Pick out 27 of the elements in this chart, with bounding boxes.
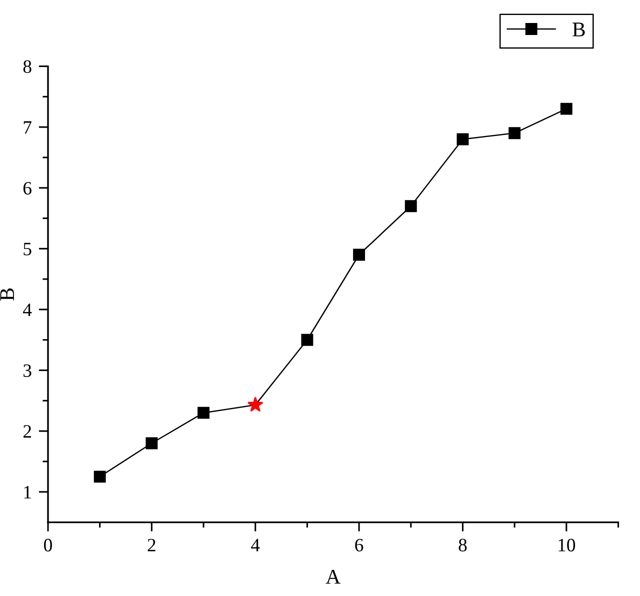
point bbox=[198, 406, 210, 419]
x-tick-label: 10 bbox=[558, 538, 576, 552]
y-tick-label: 6 bbox=[23, 182, 32, 195]
y-tick-label: 2 bbox=[23, 425, 31, 438]
x-tick-label: 8 bbox=[458, 538, 467, 552]
x-tick-label: 6 bbox=[355, 538, 364, 552]
x-axis-title: A bbox=[326, 570, 340, 584]
x-tick-label: 4 bbox=[251, 538, 260, 552]
y-tick-label: 1 bbox=[24, 486, 31, 498]
y-tick-label: 3 bbox=[24, 364, 32, 377]
point bbox=[560, 102, 572, 115]
point bbox=[404, 200, 417, 212]
y-tick-label: 4 bbox=[23, 304, 32, 316]
y-axis-title: B bbox=[0, 288, 14, 301]
x-tick-label: 0 bbox=[44, 538, 52, 552]
point bbox=[146, 437, 158, 450]
y-tick-label: 8 bbox=[23, 60, 32, 73]
point bbox=[456, 133, 469, 146]
point bbox=[247, 396, 264, 412]
x-tick-label: 2 bbox=[148, 538, 156, 552]
legend-label: B bbox=[572, 22, 585, 36]
point bbox=[301, 334, 314, 346]
point bbox=[353, 248, 366, 261]
point bbox=[508, 127, 521, 140]
y-tick-label: 5 bbox=[24, 242, 32, 256]
y-tick-label: 7 bbox=[24, 121, 32, 134]
point bbox=[94, 470, 106, 483]
